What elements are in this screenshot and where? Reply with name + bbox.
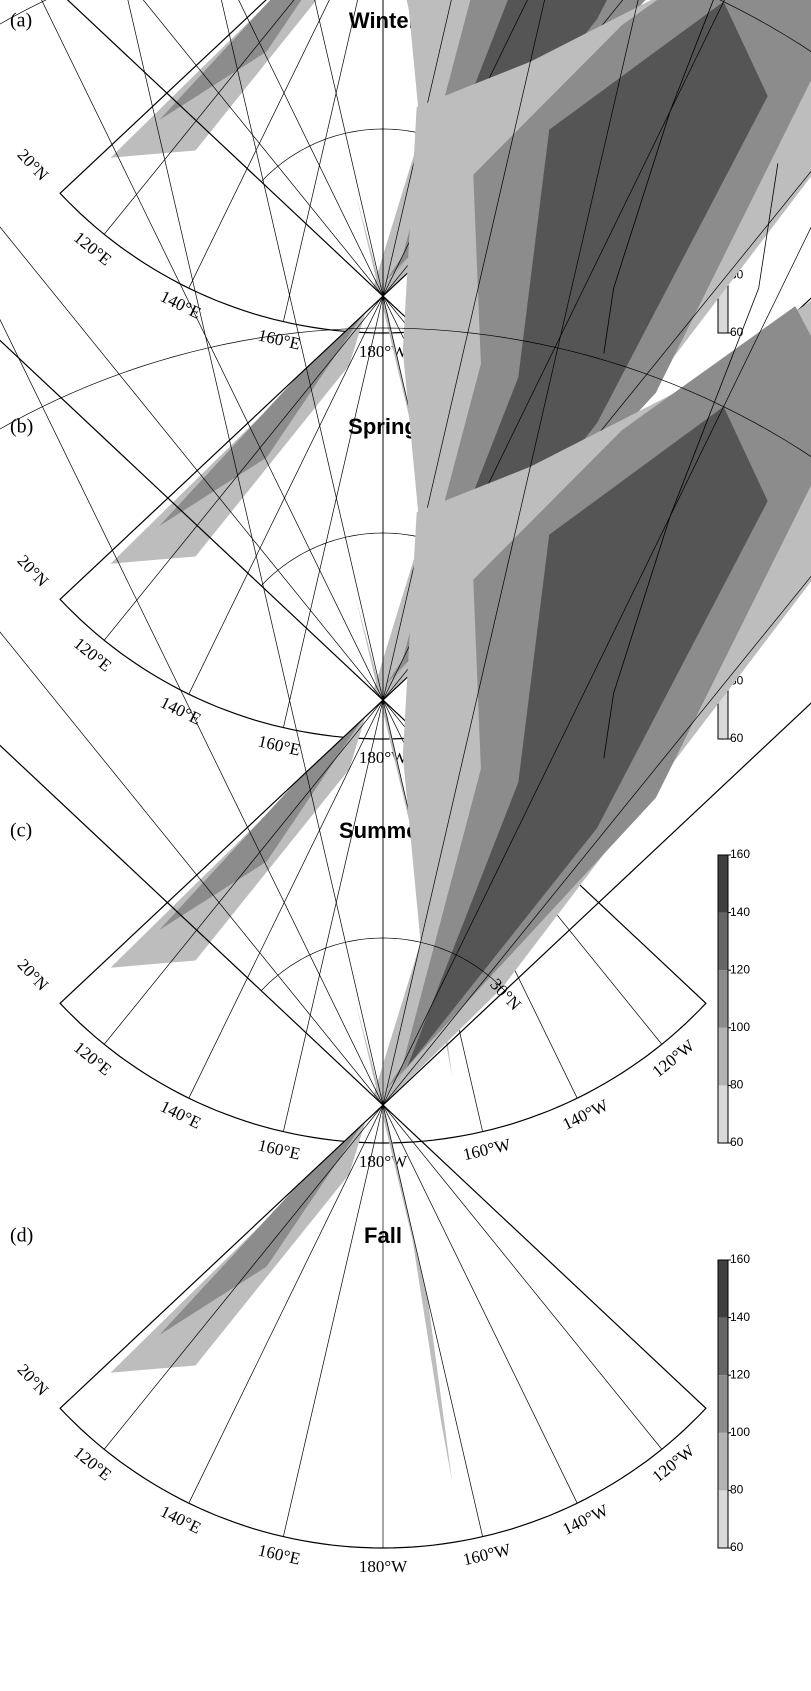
panel-label: (a) (10, 10, 32, 32)
longitude-label: 160°W (461, 1540, 513, 1570)
colorbar-tick-label: 100 (730, 1425, 750, 1439)
panel-label: (c) (10, 820, 32, 842)
panel-label: (d) (10, 1225, 33, 1247)
colorbar-segment (718, 1085, 728, 1143)
colorbar-tick-label: 140 (730, 1310, 750, 1324)
longitude-label: 160°E (256, 1541, 302, 1569)
longitude-label: 160°E (256, 326, 302, 354)
longitude-label: 180°W (359, 1557, 408, 1576)
longitude-label: 160°E (256, 732, 302, 760)
colorbar-tick-label: 160 (730, 847, 750, 861)
panel-label: (b) (10, 416, 33, 438)
longitude-label: 160°W (461, 1135, 513, 1165)
longitude-label: 120°E (70, 634, 115, 676)
colorbar-segment (718, 1433, 728, 1491)
colorbar-tick-label: 60 (730, 1135, 744, 1149)
longitude-label: 120°E (70, 1443, 115, 1485)
colorbar-tick-label: 80 (730, 1483, 744, 1497)
colorbar-tick-label: 160 (730, 1252, 750, 1266)
colorbar-segment (718, 913, 728, 971)
longitude-label: 180°W (359, 1152, 408, 1171)
latitude-label: 20°N (14, 551, 53, 590)
latitude-label: 20°N (14, 145, 53, 184)
colorbar-segment (718, 1490, 728, 1548)
colorbar-tick-label: 60 (730, 731, 744, 745)
longitude-label: 160°E (256, 1136, 302, 1164)
longitude-label: 120°W (649, 1035, 699, 1081)
colorbar-segment (718, 855, 728, 913)
longitude-label: 140°W (559, 1095, 612, 1134)
latitude-label: 20°N (14, 1360, 53, 1399)
colorbar-tick-label: 120 (730, 1367, 750, 1381)
longitude-label: 120°E (70, 1038, 115, 1080)
longitude-label: 180°W (359, 748, 408, 767)
colorbar-tick-label: 140 (730, 905, 750, 919)
colorbar-tick-label: 80 (730, 1078, 744, 1092)
colorbar-tick-label: 100 (730, 1020, 750, 1034)
longitude-label: 180°W (359, 342, 408, 361)
colorbar-tick-label: 60 (730, 1540, 744, 1554)
colorbar-tick-label: 120 (730, 962, 750, 976)
colorbar-segment (718, 1260, 728, 1318)
colorbar-segment (718, 970, 728, 1028)
longitude-label: 120°W (649, 1440, 699, 1486)
colorbar-segment (718, 1028, 728, 1086)
longitude-label: 120°E (70, 228, 115, 270)
colorbar-segment (718, 1318, 728, 1376)
latitude-label: 20°N (14, 955, 53, 994)
longitude-label: 140°W (559, 1500, 612, 1539)
colorbar-segment (718, 1375, 728, 1433)
